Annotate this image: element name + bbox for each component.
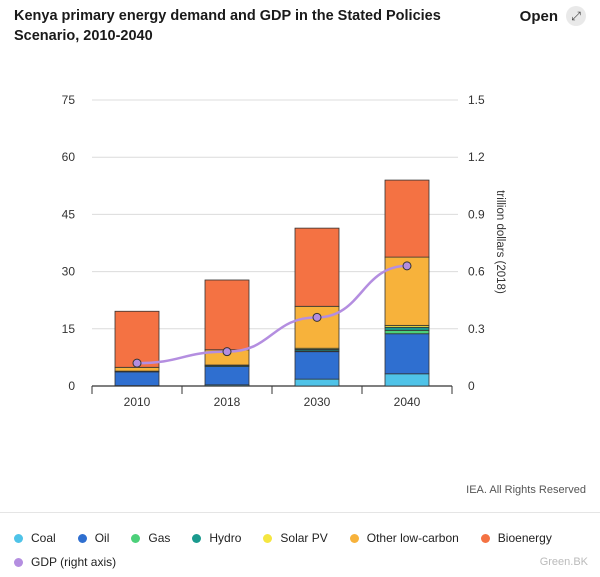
watermark: Green.BK	[539, 556, 588, 568]
y2-tick-label: 0.3	[468, 322, 485, 336]
bar-segment	[114, 310, 160, 368]
legend-item: Gas	[131, 531, 170, 545]
y2-tick-label: 0.6	[468, 265, 485, 279]
stacked-bar-chart: 0 15 30 45 60 75 0 0.3 0.6 0.9 1.2 1.5 trillion doll…	[62, 93, 506, 409]
legend-swatch	[192, 533, 202, 543]
y-tick-label: 45	[62, 207, 76, 221]
legend-swatch	[77, 533, 87, 543]
legend-swatch	[263, 533, 273, 543]
y-tick-label: 0	[68, 379, 75, 393]
legend-swatch	[14, 557, 23, 567]
bar-segment	[114, 366, 160, 372]
y-tick-label: 30	[62, 265, 76, 279]
legend-item: Hydro	[192, 531, 241, 545]
bar-segment	[294, 378, 340, 387]
chart-title: Kenya primary energy demand and GDP in t…	[14, 8, 441, 44]
open-button[interactable]: Open ⤢	[520, 6, 586, 26]
legend-label: Hydro	[209, 531, 242, 545]
legend-item: Bioenergy	[480, 531, 552, 545]
bar-segment	[294, 227, 340, 307]
legend-label: Coal	[31, 531, 56, 545]
legend-label: GDP (right axis)	[31, 555, 117, 569]
y2-tick-label: 0	[468, 379, 475, 393]
gdp-point	[222, 347, 232, 357]
gdp-point	[132, 358, 142, 368]
legend-item: Other low-carbon	[349, 531, 459, 545]
x-tick-label: 2018	[214, 395, 241, 409]
bar-segment	[204, 279, 250, 351]
x-tick-label: 2010	[124, 395, 151, 409]
y2-tick-label: 0.9	[468, 207, 485, 221]
y-tick-label: 15	[62, 322, 76, 336]
gdp-point	[402, 261, 412, 271]
gdp-point	[312, 312, 322, 322]
chart-legend: Coal Oil Gas Hydro Solar PV Other low-carbon B…	[14, 531, 590, 569]
gdp-line	[136, 264, 408, 365]
bar-segment	[384, 179, 430, 258]
legend-swatch	[14, 533, 23, 543]
legend-label: Gas	[148, 531, 171, 545]
open-button-label: Open	[519, 7, 558, 25]
legend-label: Oil	[94, 531, 110, 545]
legend-item: Oil	[77, 531, 110, 545]
copyright-notice: IEA. All Rights Reserved	[466, 484, 586, 496]
legend-label: Solar PV	[280, 531, 328, 545]
bar-segment	[294, 305, 340, 349]
legend-item: GDP (right axis)	[14, 555, 116, 569]
legend-divider	[0, 512, 600, 513]
bar-segment	[204, 366, 250, 386]
bar-segment	[294, 351, 340, 380]
legend-item: Solar PV	[263, 531, 328, 545]
legend-swatch	[480, 533, 490, 543]
y2-tick-label: 1.5	[468, 93, 485, 107]
legend-item: Coal	[14, 531, 56, 545]
legend-swatch	[131, 533, 141, 543]
bar-segment	[114, 371, 160, 387]
bar-segment	[384, 329, 430, 335]
bar-segment	[384, 373, 430, 387]
legend-label: Bioenergy	[497, 531, 552, 545]
legend-swatch	[349, 533, 359, 543]
bar-segment	[384, 326, 430, 331]
expand-arrow-icon: ⤢	[566, 6, 586, 26]
x-tick-label: 2030	[304, 395, 331, 409]
legend-label: Other low-carbon	[366, 531, 459, 545]
y-tick-label: 75	[62, 93, 76, 107]
bar-segment	[384, 333, 430, 375]
y-tick-label: 60	[62, 150, 76, 164]
y2-axis-label: trillion dollars (2018)	[494, 190, 506, 294]
y2-tick-label: 1.2	[468, 150, 485, 164]
x-tick-label: 2040	[394, 395, 421, 409]
